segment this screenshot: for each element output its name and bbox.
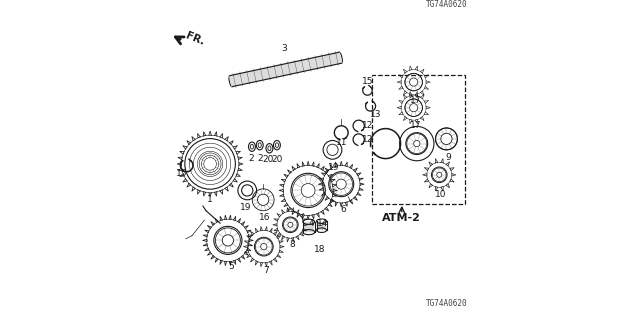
Bar — [372, 75, 465, 204]
Text: 19: 19 — [240, 203, 252, 212]
Text: 16: 16 — [259, 213, 271, 222]
Text: 6: 6 — [341, 205, 347, 214]
Text: 7: 7 — [264, 266, 269, 275]
Text: 12: 12 — [362, 121, 373, 130]
Text: TG74A0620: TG74A0620 — [426, 0, 467, 9]
Text: 2: 2 — [248, 154, 254, 163]
Text: 20: 20 — [263, 155, 274, 164]
Text: 14: 14 — [317, 219, 328, 228]
Text: TG74A0620: TG74A0620 — [426, 299, 467, 308]
Text: 17: 17 — [410, 96, 421, 105]
Text: 18: 18 — [314, 244, 326, 254]
Text: 12: 12 — [362, 135, 373, 144]
Text: 15: 15 — [362, 77, 373, 86]
Text: 3: 3 — [281, 44, 287, 53]
Text: 5: 5 — [228, 262, 234, 271]
Text: 17: 17 — [410, 121, 421, 130]
Text: 8: 8 — [289, 240, 295, 249]
Text: 20: 20 — [271, 155, 283, 164]
Text: 1: 1 — [207, 195, 213, 204]
Text: 9: 9 — [445, 153, 451, 162]
Text: 13: 13 — [371, 110, 382, 119]
Text: 15: 15 — [176, 169, 188, 178]
Text: ATM-2: ATM-2 — [382, 212, 421, 223]
Text: 4: 4 — [308, 219, 314, 228]
Text: FR.: FR. — [184, 31, 206, 47]
Text: 19: 19 — [328, 163, 340, 172]
Text: 10: 10 — [435, 190, 447, 199]
Polygon shape — [230, 52, 342, 87]
Text: 11: 11 — [335, 138, 347, 147]
Text: 2: 2 — [257, 154, 262, 163]
